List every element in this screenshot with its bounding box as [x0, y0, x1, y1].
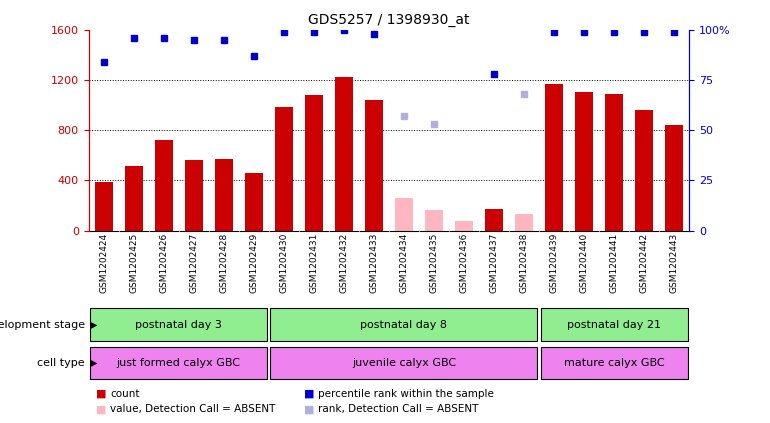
Bar: [305, 95, 323, 231]
Text: rank, Detection Call = ABSENT: rank, Detection Call = ABSENT: [318, 404, 478, 414]
Text: ▶: ▶: [90, 320, 98, 330]
Bar: [541, 346, 688, 379]
Bar: [155, 140, 172, 231]
Bar: [335, 77, 353, 231]
Text: GSM1202434: GSM1202434: [400, 233, 408, 293]
Text: GSM1202424: GSM1202424: [99, 233, 108, 293]
Bar: [545, 84, 563, 231]
Text: ■: ■: [96, 389, 107, 399]
Bar: [395, 198, 413, 231]
Text: GSM1202430: GSM1202430: [280, 233, 288, 293]
Bar: [95, 181, 112, 231]
Bar: [425, 210, 443, 231]
Bar: [541, 308, 688, 341]
Bar: [90, 308, 267, 341]
Text: postnatal day 3: postnatal day 3: [136, 320, 222, 330]
Bar: [125, 167, 142, 231]
Text: GSM1202428: GSM1202428: [219, 233, 228, 293]
Bar: [665, 125, 683, 231]
Bar: [185, 160, 203, 231]
Text: GSM1202436: GSM1202436: [460, 233, 468, 293]
Bar: [575, 92, 593, 231]
Text: GSM1202438: GSM1202438: [520, 233, 528, 293]
Bar: [515, 214, 533, 231]
Bar: [245, 173, 263, 231]
Text: GSM1202442: GSM1202442: [640, 233, 648, 293]
Bar: [365, 100, 383, 231]
Text: GSM1202433: GSM1202433: [370, 233, 378, 293]
Bar: [455, 221, 473, 231]
Text: just formed calyx GBC: just formed calyx GBC: [116, 358, 241, 368]
Bar: [275, 107, 293, 231]
Text: GSM1202432: GSM1202432: [340, 233, 348, 293]
Text: development stage: development stage: [0, 320, 85, 330]
Text: postnatal day 21: postnatal day 21: [567, 320, 661, 330]
Text: GSM1202440: GSM1202440: [580, 233, 588, 293]
Bar: [270, 346, 537, 379]
Bar: [485, 209, 503, 231]
Text: ■: ■: [304, 389, 315, 399]
Text: GSM1202437: GSM1202437: [490, 233, 498, 293]
Bar: [215, 159, 233, 231]
Text: GSM1202443: GSM1202443: [670, 233, 678, 293]
Text: GSM1202439: GSM1202439: [550, 233, 558, 293]
Bar: [635, 110, 653, 231]
Text: GSM1202426: GSM1202426: [159, 233, 168, 293]
Text: GSM1202427: GSM1202427: [189, 233, 198, 293]
Text: GSM1202429: GSM1202429: [249, 233, 258, 293]
Text: count: count: [110, 389, 139, 399]
Bar: [270, 308, 537, 341]
Text: mature calyx GBC: mature calyx GBC: [564, 358, 665, 368]
Text: ■: ■: [304, 404, 315, 414]
Title: GDS5257 / 1398930_at: GDS5257 / 1398930_at: [308, 13, 470, 27]
Text: GSM1202441: GSM1202441: [610, 233, 618, 293]
Bar: [605, 93, 623, 231]
Text: GSM1202431: GSM1202431: [310, 233, 318, 293]
Text: postnatal day 8: postnatal day 8: [360, 320, 447, 330]
Text: value, Detection Call = ABSENT: value, Detection Call = ABSENT: [110, 404, 276, 414]
Text: ■: ■: [96, 404, 107, 414]
Text: GSM1202435: GSM1202435: [430, 233, 438, 293]
Text: GSM1202425: GSM1202425: [129, 233, 138, 293]
Text: percentile rank within the sample: percentile rank within the sample: [318, 389, 494, 399]
Bar: [90, 346, 267, 379]
Text: cell type: cell type: [37, 358, 85, 368]
Text: juvenile calyx GBC: juvenile calyx GBC: [352, 358, 456, 368]
Text: ▶: ▶: [90, 358, 98, 368]
